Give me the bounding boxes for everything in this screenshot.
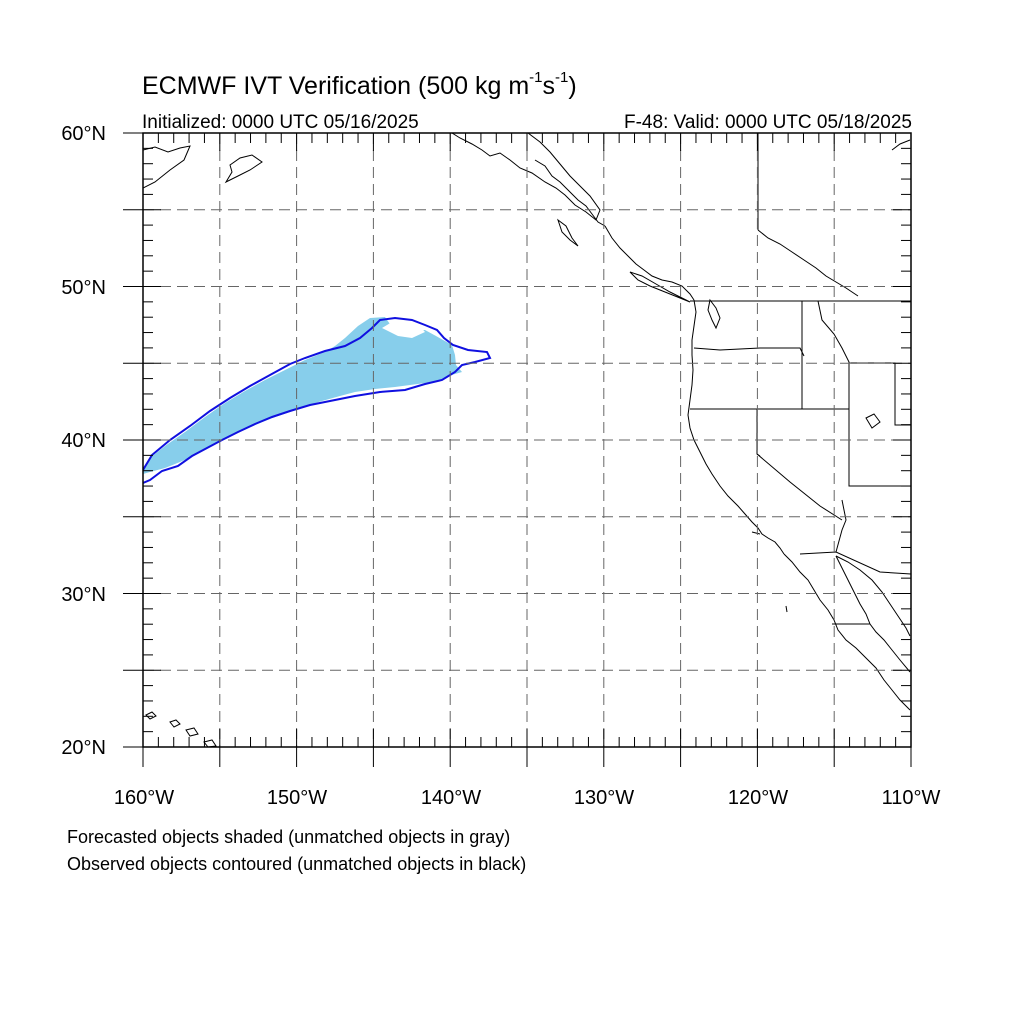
observed-object-contour [143, 316, 492, 484]
coast-hawaii-oahu [169, 719, 181, 728]
coastlines [143, 133, 911, 747]
lat-label-20n: 20°N [61, 737, 106, 759]
island-channel [751, 531, 761, 535]
coast-baja-pacific [783, 553, 911, 711]
lake-great-salt [865, 413, 881, 429]
lat-label-40n: 40°N [61, 430, 106, 452]
map-title: ECMWF IVT Verification (500 kg m-1s-1) [142, 69, 577, 100]
border-wa-or [693, 347, 805, 357]
coast-hawaii-big [203, 739, 217, 747]
lake-tahoe [756, 453, 761, 457]
coast-vancouver-island [629, 271, 691, 303]
note-observed: Observed objects contoured (unmatched ob… [67, 854, 527, 874]
coast-kodiak [224, 154, 263, 184]
forecast-gap [382, 320, 425, 338]
initialized-time: Initialized: 0000 UTC 05/16/2025 [142, 112, 419, 133]
lon-label-120w: 120°W [727, 787, 789, 809]
border-nv-az [848, 409, 911, 487]
coast-puget-sound [707, 298, 721, 330]
lon-label-110w: 110°W [881, 787, 941, 809]
lon-label-160w: 160°W [113, 787, 175, 809]
border-az-ca [835, 499, 847, 553]
lon-label-140w: 140°W [420, 787, 482, 809]
border-id-mt [817, 300, 850, 409]
coast-canada-interior [757, 229, 859, 297]
coast-us-west [687, 299, 785, 555]
map-frame [142, 132, 912, 748]
coast-bc [604, 225, 695, 301]
coast-alaska-gulf [451, 133, 601, 221]
island-guadalupe [785, 605, 788, 613]
lat-label-60n: 60°N [61, 123, 106, 145]
valid-time: F-48: Valid: 0000 UTC 05/18/2025 [624, 112, 912, 133]
forecast-ivt-object [143, 317, 462, 474]
lon-label-130w: 130°W [573, 787, 635, 809]
border-us-mexico [799, 551, 911, 575]
coast-haida-gwaii [557, 218, 579, 247]
coast-alaska-peninsula [143, 145, 191, 189]
lat-label-50n: 50°N [61, 277, 106, 299]
coast-northeast [891, 139, 911, 151]
border-ca-nv [756, 409, 843, 521]
coast-hawaii-kauai [145, 711, 157, 720]
islands [751, 413, 881, 613]
lat-label-30n: 30°N [61, 584, 106, 606]
observed-ivt-object [143, 316, 492, 484]
forecast-object-fill [143, 317, 462, 474]
coast-alexander-islands [534, 159, 606, 227]
coast-hawaii-maui [185, 727, 199, 737]
lon-label-150w: 150°W [266, 787, 328, 809]
political-boundaries [690, 133, 911, 625]
axis-ticks [123, 132, 912, 767]
note-forecast: Forecasted objects shaded (unmatched obj… [67, 827, 511, 847]
coast-baja-gulf [835, 555, 911, 673]
grid-lines [143, 133, 911, 747]
